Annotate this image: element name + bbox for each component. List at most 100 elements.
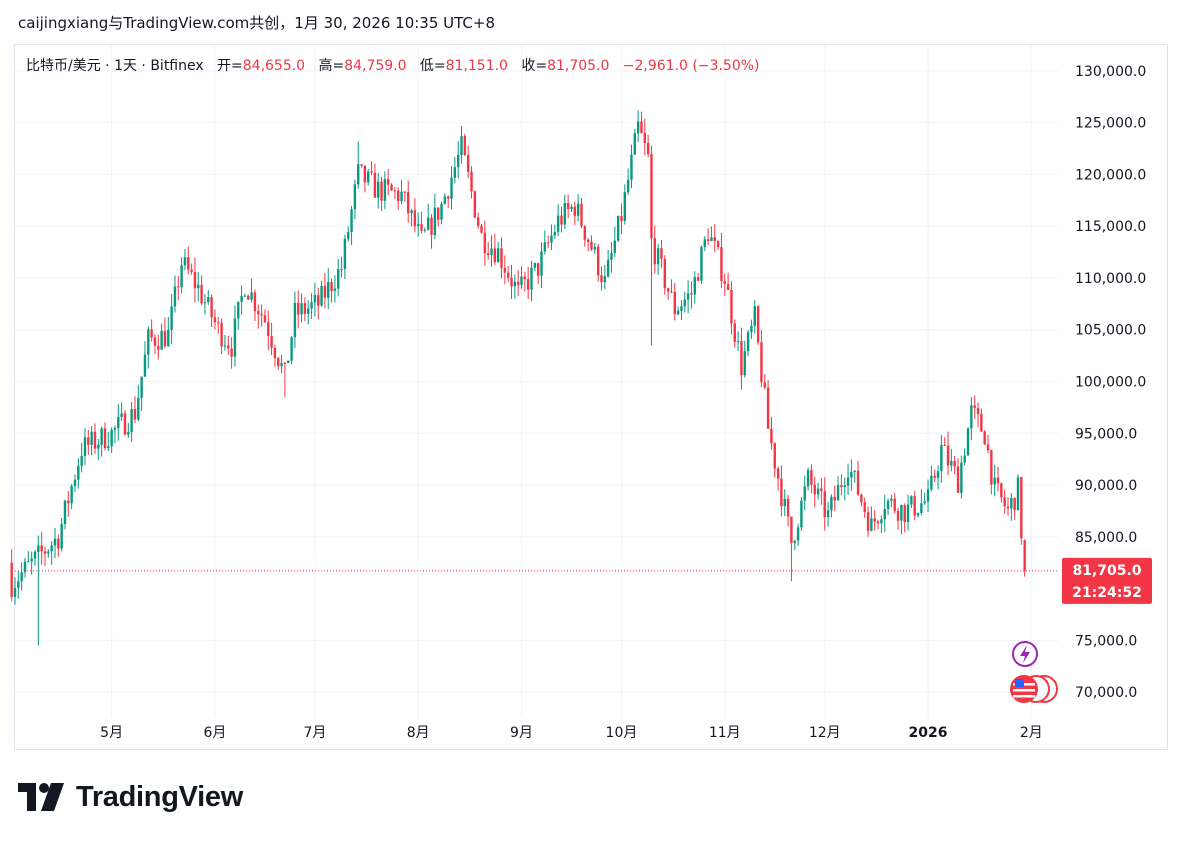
candle-body (340, 269, 343, 271)
candle-body (183, 257, 187, 266)
candle-body (636, 121, 640, 134)
y-tick-label: 100,000.0 (1075, 375, 1146, 391)
candle-body (676, 310, 680, 315)
candle-body (653, 238, 656, 265)
candle-body (390, 184, 393, 191)
x-tick-label: 12月 (809, 725, 841, 741)
candle-body (936, 471, 940, 478)
candle-body (746, 332, 750, 352)
y-tick-label: 70,000.0 (1075, 685, 1137, 701)
candle-body (197, 284, 200, 289)
candle-body (623, 192, 627, 222)
x-tick-label: 11月 (709, 725, 741, 741)
candle-body (107, 446, 110, 449)
candle-body (823, 491, 826, 518)
candle-body (360, 164, 363, 166)
candle-body (407, 191, 410, 214)
candle-body (403, 191, 407, 193)
candle-body (190, 269, 193, 272)
candle-body (596, 246, 600, 276)
candle-body (960, 462, 963, 493)
candle-body (736, 341, 740, 343)
candle-body (956, 466, 960, 493)
candle-body (147, 329, 150, 355)
candle-body (493, 248, 497, 263)
candle-body (870, 518, 873, 531)
candle-body (546, 242, 550, 244)
candle-body (470, 171, 473, 192)
candle-body (613, 240, 617, 253)
candle-body (530, 267, 533, 290)
candle-body (320, 285, 323, 306)
candle-body (940, 444, 943, 472)
candle-body (13, 587, 17, 597)
candle-body (337, 269, 340, 289)
candle-body (550, 235, 553, 243)
candle-body (523, 276, 527, 280)
open-label: 开= (217, 58, 243, 74)
chart-frame[interactable] (14, 44, 1168, 750)
candle-body (450, 177, 453, 199)
candle-body (673, 291, 676, 315)
low-value: 81,151.0 (445, 58, 508, 74)
candle-body (856, 470, 860, 495)
candle-body (100, 428, 103, 445)
candle-body (140, 376, 143, 398)
candle-body (463, 136, 467, 156)
candle-body (896, 510, 900, 521)
us-flag-economic-event-icon[interactable] (1010, 675, 1058, 703)
candle-body (506, 272, 510, 278)
candle-body (446, 196, 450, 199)
candle-body (843, 485, 846, 488)
x-tick-label: 2026 (909, 725, 948, 741)
candle-body (733, 323, 736, 342)
candle-body (723, 281, 726, 284)
candle-body (993, 477, 996, 485)
candle-body (137, 397, 140, 420)
candle-body (490, 248, 493, 256)
candle-body (820, 488, 823, 492)
candle-body (167, 329, 170, 347)
candle-body (633, 133, 637, 155)
candle-body (990, 450, 993, 485)
candle-body (160, 330, 163, 350)
tradingview-logo[interactable]: TradingView (18, 780, 243, 814)
candle-body (377, 181, 380, 198)
candle-body (217, 322, 220, 324)
candle-body (606, 259, 610, 277)
candle-body (500, 248, 503, 268)
candle-body (273, 347, 277, 359)
candle-body (27, 561, 30, 563)
y-tick-label: 130,000.0 (1075, 64, 1146, 80)
candle-body (417, 224, 420, 227)
candle-body (893, 498, 896, 511)
candle-body (1000, 483, 1003, 498)
candle-body (1010, 497, 1013, 509)
candle-body (716, 241, 720, 248)
candle-body (370, 171, 373, 173)
candle-body (986, 444, 990, 451)
candle-body (740, 341, 743, 376)
candle-body (310, 302, 313, 309)
candle-body (996, 477, 1000, 484)
candle-body (810, 470, 813, 485)
candle-body (873, 518, 876, 522)
candle-body (466, 155, 470, 172)
candle-body (730, 289, 733, 324)
candle-body (323, 285, 327, 298)
candle-body (83, 437, 87, 456)
candle-body (1016, 477, 1020, 511)
candle-body (946, 445, 950, 466)
candle-body (277, 358, 280, 367)
x-tick-label: 6月 (203, 725, 226, 741)
candle-body (860, 494, 863, 503)
x-tick-label: 5月 (100, 725, 123, 741)
candle-body (353, 184, 357, 210)
candle-body (333, 288, 337, 292)
candle-body (666, 288, 670, 292)
candle-body (163, 330, 167, 347)
candle-body (400, 191, 403, 202)
candle-body (60, 523, 63, 549)
candle-body (223, 345, 227, 347)
